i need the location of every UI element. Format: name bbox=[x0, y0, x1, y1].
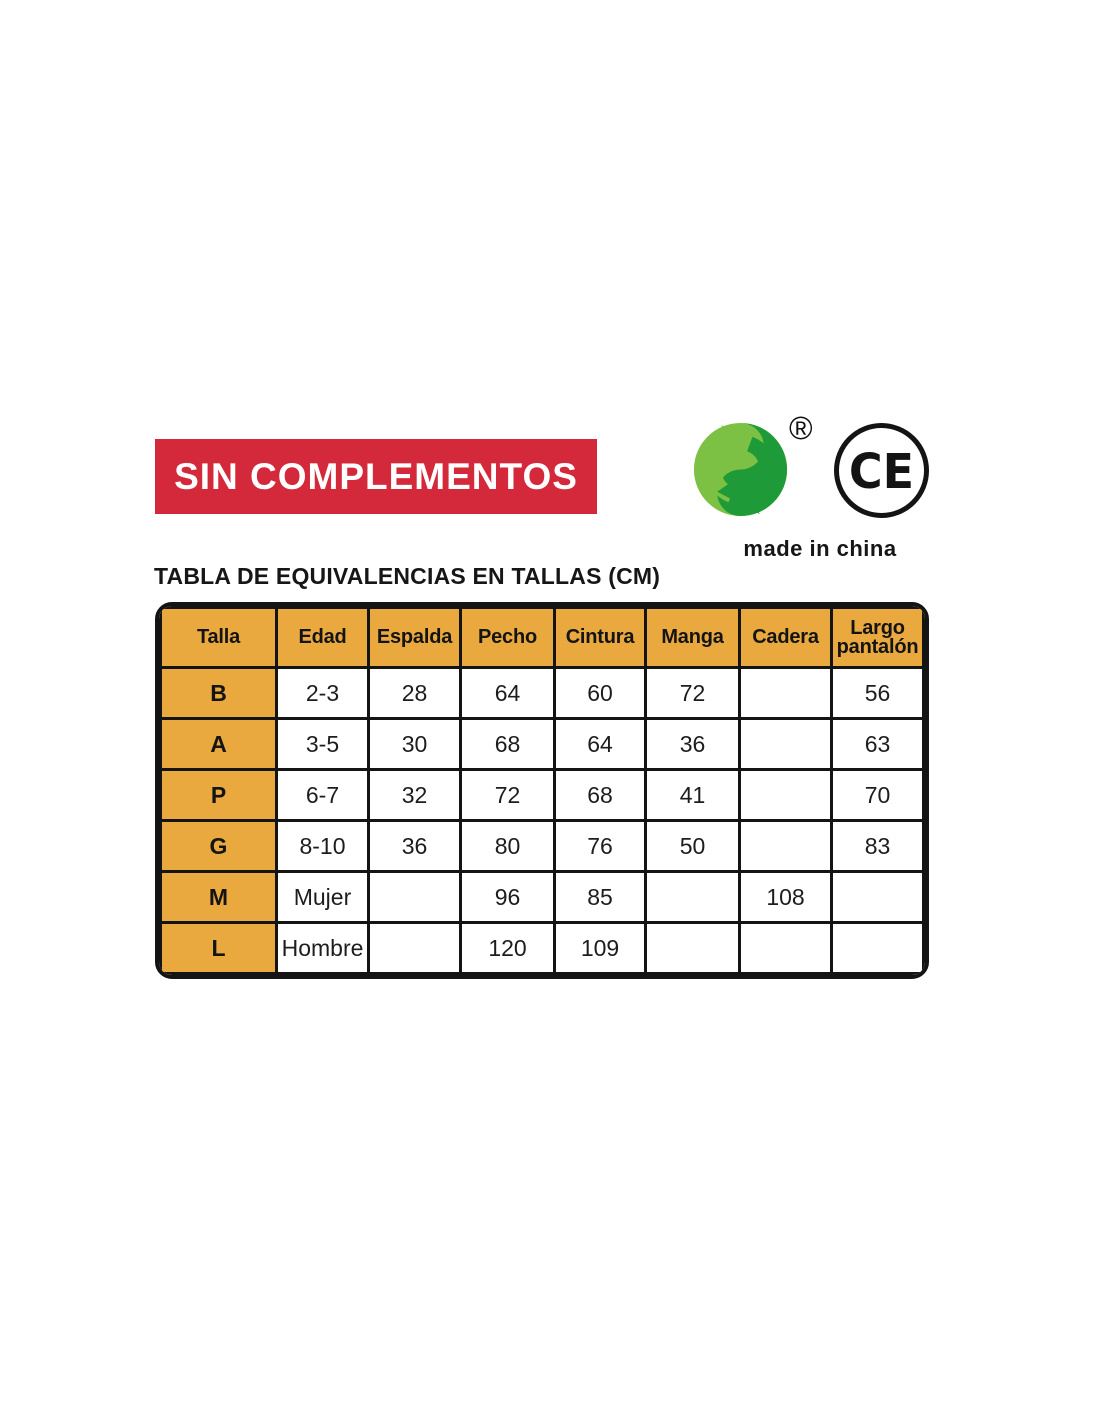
table-cell bbox=[830, 870, 925, 924]
table-cell bbox=[738, 921, 833, 975]
table-cell: Hombre bbox=[275, 921, 370, 975]
column-header-edad: Edad bbox=[275, 606, 370, 669]
green-dot-recycling-icon bbox=[692, 421, 789, 518]
table-row: L Hombre 120 109 bbox=[159, 921, 925, 975]
table-cell: 68 bbox=[553, 768, 647, 822]
table-cell: 85 bbox=[553, 870, 647, 924]
table-cell: 64 bbox=[459, 666, 556, 720]
row-size-label: M bbox=[159, 870, 278, 924]
table-cell: 30 bbox=[367, 717, 462, 771]
row-size-label: G bbox=[159, 819, 278, 873]
table-cell bbox=[644, 870, 741, 924]
table-cell: 109 bbox=[553, 921, 647, 975]
column-header-largo_pantalon: Largo pantalón bbox=[830, 606, 925, 669]
table-cell: 83 bbox=[830, 819, 925, 873]
table-row: G 8-10 36 80 76 50 83 bbox=[159, 819, 925, 873]
table-cell: 41 bbox=[644, 768, 741, 822]
table-cell: 72 bbox=[644, 666, 741, 720]
table-cell: 50 bbox=[644, 819, 741, 873]
table-row: A 3-5 30 68 64 36 63 bbox=[159, 717, 925, 771]
table-row: M Mujer 96 85 108 bbox=[159, 870, 925, 924]
row-size-label: A bbox=[159, 717, 278, 771]
column-header-cintura: Cintura bbox=[553, 606, 647, 669]
table-cell: 8-10 bbox=[275, 819, 370, 873]
ce-letters: CE bbox=[848, 442, 915, 499]
registered-trademark-icon: ® bbox=[789, 410, 813, 446]
table-cell: 80 bbox=[459, 819, 556, 873]
table-cell: 3-5 bbox=[275, 717, 370, 771]
size-table: Talla Edad Espalda Pecho Cintura Manga Cadera L… bbox=[159, 606, 925, 975]
table-cell: 70 bbox=[830, 768, 925, 822]
table-cell: 6-7 bbox=[275, 768, 370, 822]
table-cell: 68 bbox=[459, 717, 556, 771]
table-cell: 32 bbox=[367, 768, 462, 822]
table-cell: Mujer bbox=[275, 870, 370, 924]
size-equivalence-table: Talla Edad Espalda Pecho Cintura Manga Cadera L… bbox=[155, 602, 929, 979]
table-cell: 64 bbox=[553, 717, 647, 771]
table-cell: 120 bbox=[459, 921, 556, 975]
row-size-label: L bbox=[159, 921, 278, 975]
made-in-china-label: made in china bbox=[743, 536, 897, 561]
table-cell: 96 bbox=[459, 870, 556, 924]
column-header-pecho: Pecho bbox=[459, 606, 556, 669]
no-accessories-banner: SIN COMPLEMENTOS bbox=[155, 439, 597, 514]
row-size-label: P bbox=[159, 768, 278, 822]
size-table-title: TABLA DE EQUIVALENCIAS EN TALLAS (CM) bbox=[154, 563, 661, 589]
table-cell: 2-3 bbox=[275, 666, 370, 720]
column-header-manga: Manga bbox=[644, 606, 741, 669]
table-row: B 2-3 28 64 60 72 56 bbox=[159, 666, 925, 720]
row-size-label: B bbox=[159, 666, 278, 720]
table-cell: 108 bbox=[738, 870, 833, 924]
column-header-talla: Talla bbox=[159, 606, 278, 669]
table-cell: 63 bbox=[830, 717, 925, 771]
table-cell bbox=[738, 717, 833, 771]
table-cell: 76 bbox=[553, 819, 647, 873]
table-cell: 56 bbox=[830, 666, 925, 720]
green-dot-svg bbox=[693, 422, 788, 517]
table-cell bbox=[738, 666, 833, 720]
column-header-cadera: Cadera bbox=[738, 606, 833, 669]
table-cell bbox=[738, 768, 833, 822]
table-cell bbox=[830, 921, 925, 975]
table-cell bbox=[367, 870, 462, 924]
table-cell bbox=[367, 921, 462, 975]
table-row: P 6-7 32 72 68 41 70 bbox=[159, 768, 925, 822]
table-cell bbox=[644, 921, 741, 975]
table-cell: 60 bbox=[553, 666, 647, 720]
table-cell: 36 bbox=[367, 819, 462, 873]
table-cell: 28 bbox=[367, 666, 462, 720]
table-cell bbox=[738, 819, 833, 873]
header-row: Talla Edad Espalda Pecho Cintura Manga Cadera L… bbox=[159, 606, 925, 669]
column-header-espalda: Espalda bbox=[367, 606, 462, 669]
ce-mark-icon: CE bbox=[834, 423, 929, 518]
table-cell: 36 bbox=[644, 717, 741, 771]
banner-label: SIN COMPLEMENTOS bbox=[174, 455, 578, 497]
table-cell: 72 bbox=[459, 768, 556, 822]
